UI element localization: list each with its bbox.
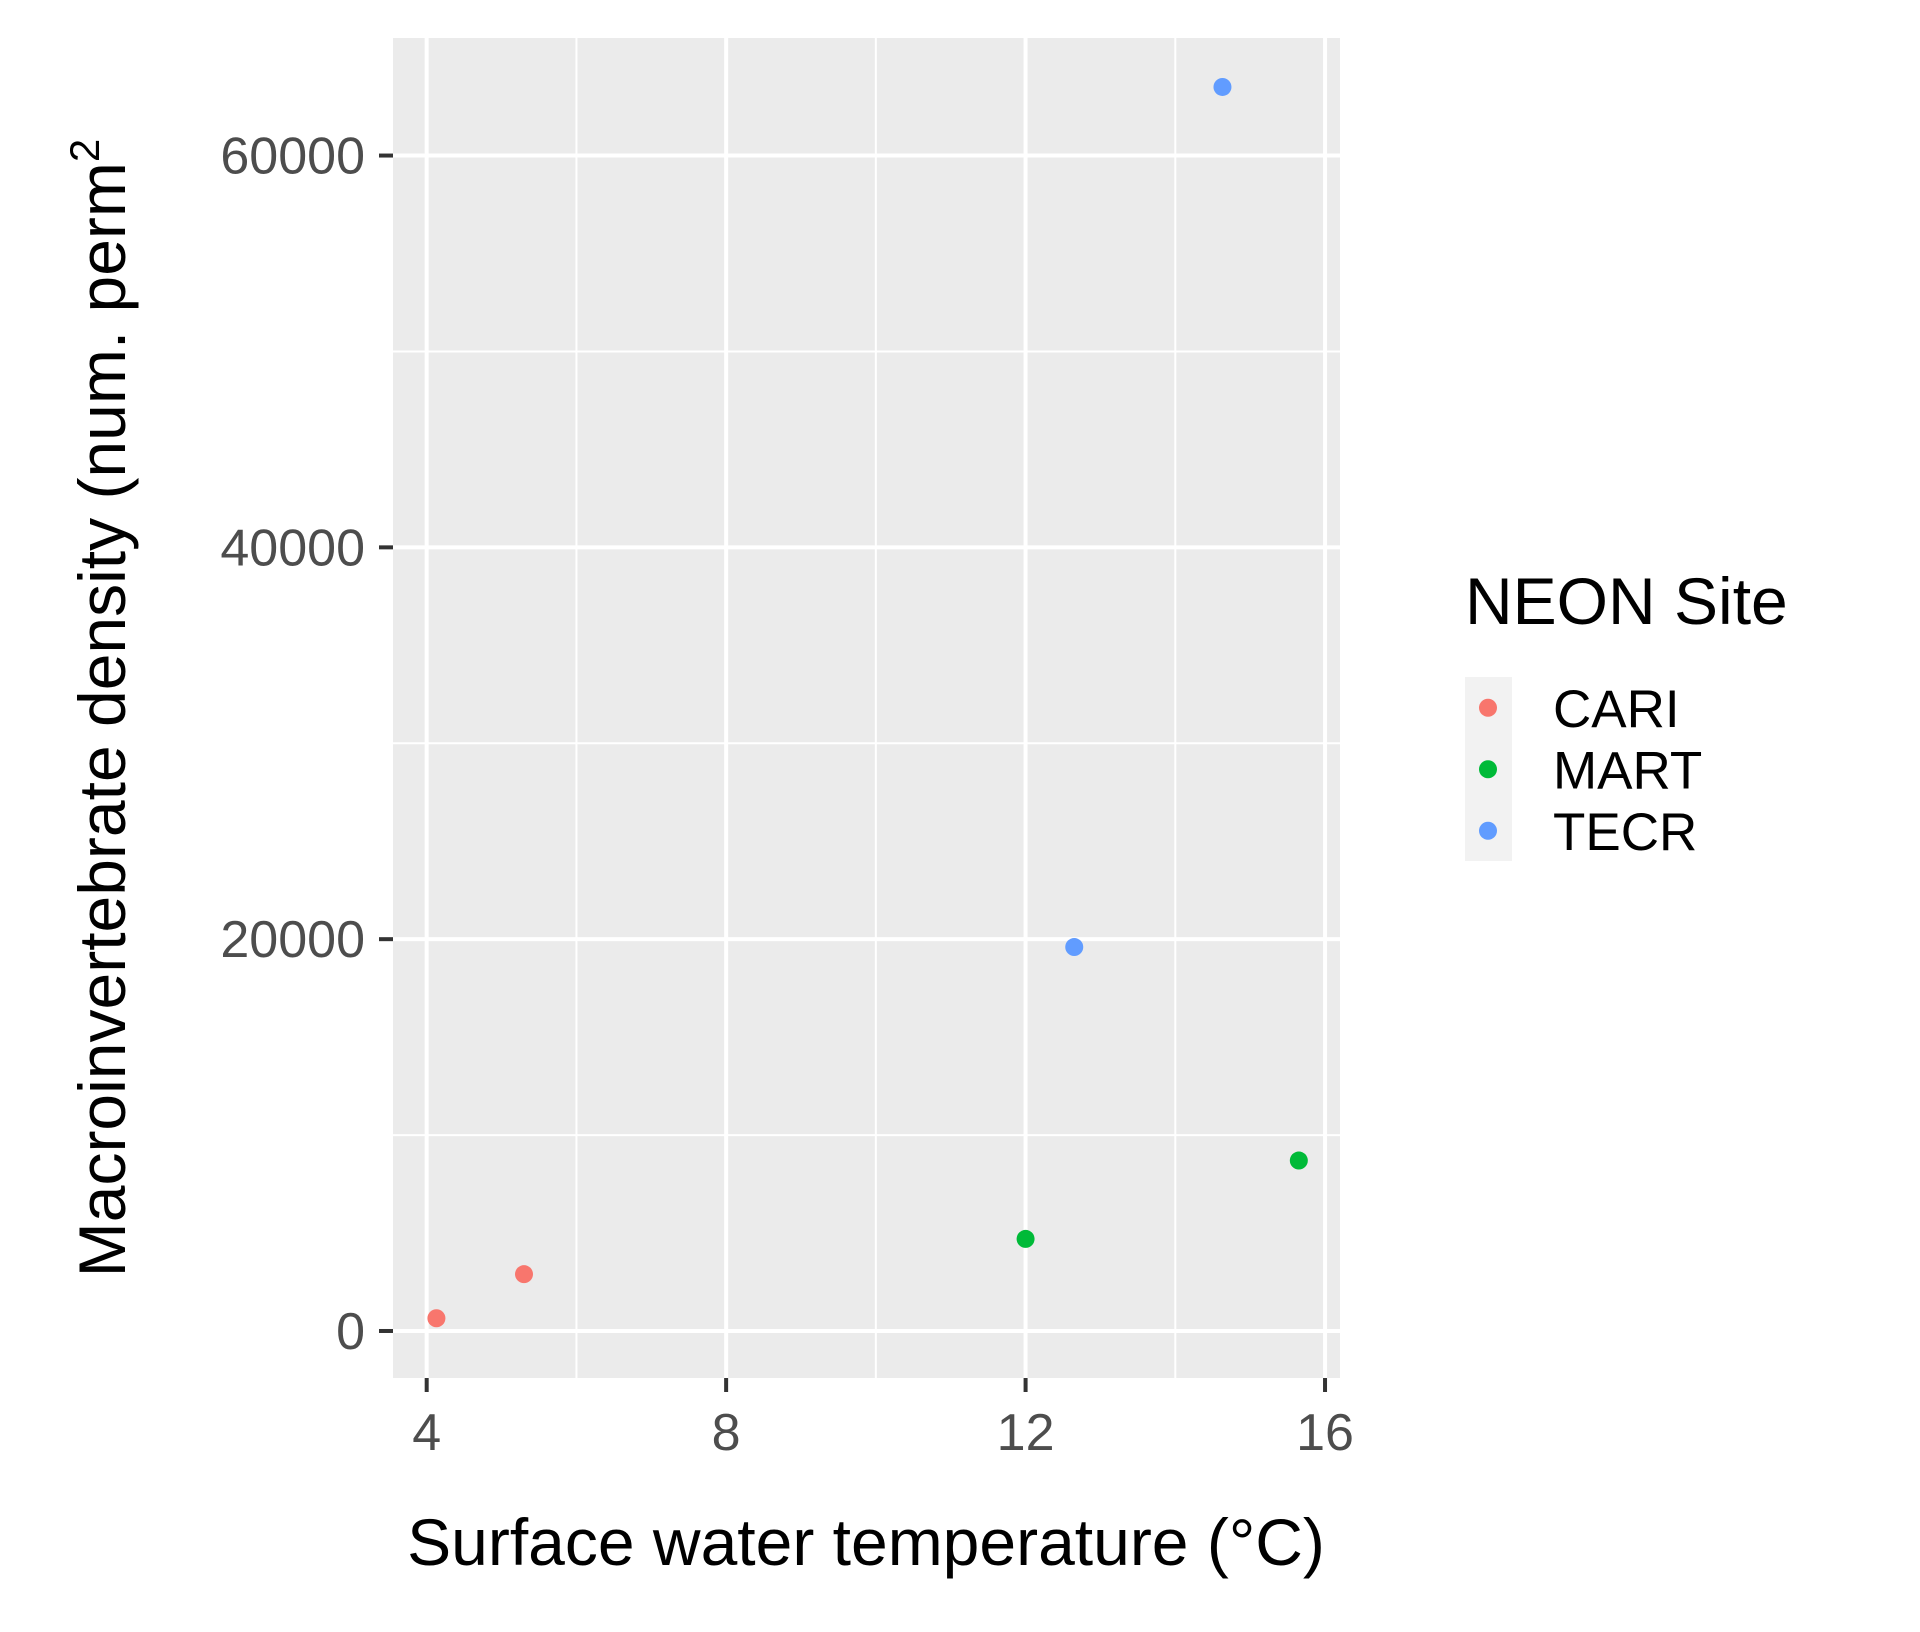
data-points: [427, 77, 1308, 1328]
x-tick-label: 4: [412, 1404, 441, 1462]
y-axis-title-superscript: 2: [61, 139, 108, 162]
y-axis-title-main: Macroinvertebrate density (num. perm: [65, 162, 139, 1277]
x-axis-title: Surface water temperature (°C): [407, 1505, 1325, 1579]
x-tick-label: 8: [712, 1404, 741, 1462]
legend-key-mart: [1479, 760, 1497, 779]
legend-label-mart: MART: [1553, 741, 1702, 800]
data-point-mart: [1016, 1229, 1035, 1248]
major-gridlines: [393, 38, 1340, 1378]
x-tick-label: 16: [1296, 1404, 1354, 1462]
legend-title: NEON Site: [1465, 564, 1788, 638]
y-tick-label: 20000: [220, 911, 365, 969]
y-tick-label: 0: [336, 1303, 365, 1361]
data-point-tecr: [1065, 938, 1084, 957]
data-point-mart: [1289, 1151, 1308, 1170]
x-tick-label: 12: [997, 1404, 1055, 1462]
y-tick-labels: 0 20000 40000 60000: [220, 128, 365, 1361]
legend-label-tecr: TECR: [1553, 803, 1697, 862]
minor-gridlines: [393, 38, 1340, 1378]
legend-label-cari: CARI: [1553, 680, 1680, 739]
legend-key-tecr: [1479, 821, 1497, 840]
x-tick-labels: 4 8 12 16: [412, 1404, 1354, 1462]
axis-ticks: [379, 153, 1328, 1392]
data-point-tecr: [1213, 77, 1232, 96]
y-tick-label: 40000: [220, 519, 365, 577]
plot-panel: [393, 38, 1340, 1378]
y-tick-label: 60000: [220, 128, 365, 186]
data-point-cari: [427, 1309, 446, 1328]
y-axis-title: Macroinvertebrate density (num. perm2: [61, 139, 139, 1277]
legend-key-cari: [1479, 698, 1497, 717]
data-point-cari: [515, 1265, 534, 1284]
